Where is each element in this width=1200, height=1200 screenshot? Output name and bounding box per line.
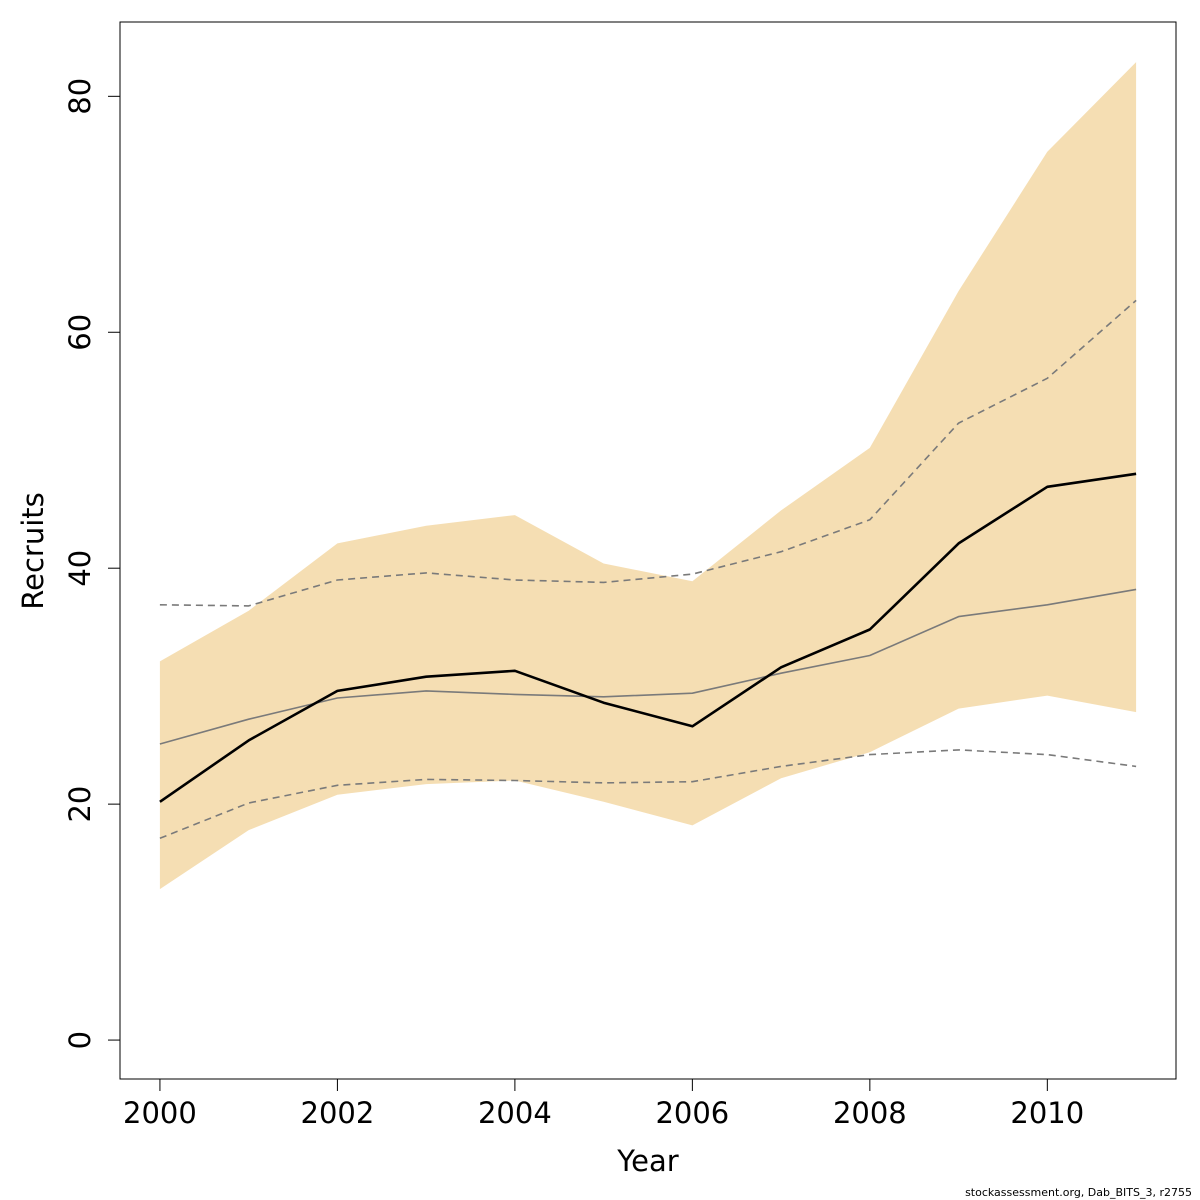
y-tick-label: 80 [63,78,97,115]
y-tick-label: 0 [63,1031,97,1049]
y-tick-label: 20 [63,786,97,823]
confidence-band-layer [159,62,1137,890]
series-lines-layer [159,299,1137,840]
y-axis: 0 20 40 60 80 [63,78,121,1049]
x-axis-title: Year [616,1144,678,1178]
previous-bound-line-3 [159,749,1137,840]
y-tick-label: 40 [63,550,97,587]
x-tick-label: 2004 [478,1096,552,1130]
y-tick-label: 60 [63,314,97,351]
y-axis-title: Recruits [16,492,50,609]
x-tick-label: 2008 [833,1096,907,1130]
x-tick-label: 2006 [655,1096,729,1130]
x-tick-label: 2002 [301,1096,375,1130]
previous-estimate-line-1 [159,588,1137,745]
x-tick-label: 2010 [1010,1096,1084,1130]
estimate-line-0 [159,472,1137,803]
confidence-band [159,62,1137,890]
x-axis: 2000 2002 2004 2006 2008 2010 [123,1078,1084,1130]
footer-note: stockassessment.org, Dab_BITS_3, r2755 [965,1186,1192,1199]
x-tick-label: 2000 [123,1096,197,1130]
previous-bound-line-2 [159,299,1137,607]
